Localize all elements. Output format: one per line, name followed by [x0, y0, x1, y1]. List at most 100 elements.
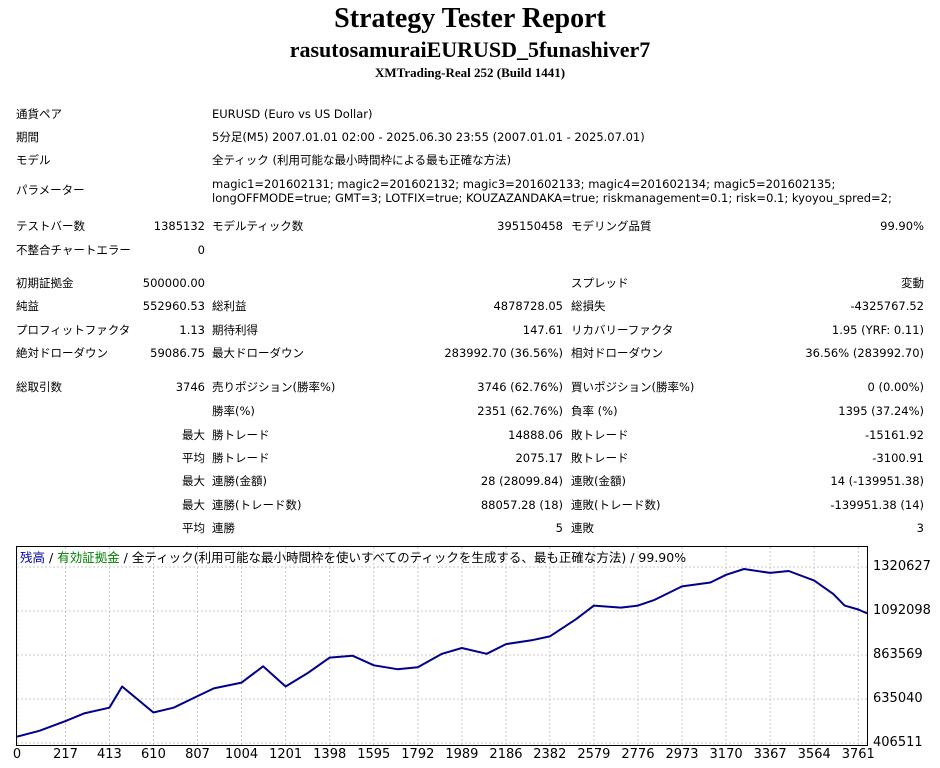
x-tick-label: 413 [96, 747, 122, 762]
cons-win-amt-value: 28 (28099.84) [480, 474, 563, 488]
total-trades-label: 総取引数 [16, 380, 62, 394]
ticks-value: 395150458 [497, 219, 563, 233]
long-value: 0 (0.00%) [867, 380, 924, 394]
bars-value: 1385132 [153, 219, 205, 233]
abs-dd-label: 絶対ドローダウン [16, 346, 108, 360]
avg-win-value: 2075.17 [515, 451, 563, 465]
pf-label: プロフィットファクタ [16, 323, 131, 337]
x-tick-label: 3367 [753, 747, 787, 762]
info-value-period: 5分足(M5) 2007.01.01 02:00 - 2025.06.30 23… [212, 130, 645, 144]
ea-name: rasutosamuraiEURUSD_5funashiver7 [289, 37, 651, 62]
recovery-value: 1.95 (YRF: 0.11) [831, 323, 924, 337]
net-label: 純益 [16, 299, 39, 313]
balance-line [16, 568, 868, 738]
y-tick-label: 635040 [873, 691, 923, 706]
net-value: 552960.53 [142, 299, 205, 313]
x-tick-label: 3761 [841, 747, 875, 762]
expected-label: 期待利得 [212, 323, 258, 337]
pf-value: 1.13 [179, 323, 205, 337]
x-tick-label: 610 [141, 747, 166, 762]
info-value-model: 全ティック (利用可能な最小時間枠による最も正確な方法) [212, 153, 512, 167]
cons-loss-cnt-label: 連敗(トレード数) [571, 498, 661, 512]
max-prefix-3: 最大 [182, 498, 205, 512]
avg-loss-value: -3100.91 [872, 451, 924, 465]
x-tick-label: 2579 [577, 747, 611, 762]
x-tick-label: 0 [12, 747, 22, 762]
x-tick-label: 1792 [401, 747, 435, 762]
max-win-value: 14888.06 [508, 428, 563, 442]
cons-loss-cnt-value: -139951.38 (14) [830, 498, 924, 512]
long-label: 買いポジション(勝率%) [571, 380, 695, 394]
max-loss-value: -15161.92 [864, 428, 924, 442]
legend-balance: 残高 [20, 550, 46, 565]
balance-chart-svg [16, 547, 868, 745]
legend-sep-2: / [119, 550, 132, 565]
legend-sep-1: / [45, 550, 58, 565]
avg-prefix-2: 平均 [182, 521, 205, 535]
win-trade-label: 勝トレード [212, 428, 270, 442]
x-tick-label: 1201 [269, 747, 303, 762]
gross-profit-value: 4878728.05 [493, 299, 563, 313]
x-tick-label: 1004 [225, 747, 259, 762]
x-tick-label: 1398 [313, 747, 347, 762]
info-value-symbol: EURUSD (Euro vs US Dollar) [212, 107, 373, 121]
deposit-value: 500000.00 [142, 276, 205, 290]
x-tick-label: 1595 [357, 747, 391, 762]
balance-chart [16, 546, 868, 746]
avg-win-trade-label: 勝トレード [212, 451, 270, 465]
spread-label: スプレッド [571, 276, 629, 290]
ticks-label: モデルティック数 [212, 219, 304, 233]
x-tick-label: 807 [185, 747, 210, 762]
avg-cons-loss-label: 連敗 [571, 521, 594, 535]
abs-dd-value: 59086.75 [150, 346, 205, 360]
y-tick-label: 863569 [873, 647, 923, 662]
info-value-parameters: magic1=201602131; magic2=201602132; magi… [212, 177, 892, 205]
rel-dd-label: 相対ドローダウン [571, 346, 663, 360]
x-tick-label: 217 [53, 747, 78, 762]
info-label-model: モデル [16, 153, 51, 167]
loss-trade-label: 敗トレード [571, 428, 629, 442]
gross-profit-label: 総利益 [212, 299, 247, 313]
rel-dd-value: 36.56% (283992.70) [805, 346, 924, 360]
chart-legend: 残高 / 有効証拠金 / 全ティック(利用可能な最小時間枠を使いすべてのティック… [20, 550, 686, 565]
legend-description: 全ティック(利用可能な最小時間枠を使いすべてのティックを生成する、最も正確な方法… [131, 550, 687, 565]
x-tick-label: 3564 [797, 747, 831, 762]
info-label-period: 期間 [16, 130, 39, 144]
lossrate-value: 1395 (37.24%) [838, 404, 924, 418]
winrate-value: 2351 (62.76%) [477, 404, 563, 418]
recovery-label: リカバリーファクタ [571, 323, 674, 337]
cons-win-cnt-value: 88057.28 (18) [480, 498, 563, 512]
quality-label: モデリング品質 [571, 219, 652, 233]
x-tick-label: 2382 [533, 747, 567, 762]
quality-value: 99.90% [880, 219, 924, 233]
y-tick-label: 406511 [873, 735, 923, 750]
avg-loss-trade-label: 敗トレード [571, 451, 629, 465]
deposit-label: 初期証拠金 [16, 276, 74, 290]
x-tick-label: 2973 [665, 747, 699, 762]
cons-loss-amt-label: 連敗(金額) [571, 474, 626, 488]
cons-win-cnt-label: 連勝(トレード数) [212, 498, 302, 512]
gross-loss-label: 総損失 [571, 299, 606, 313]
lossrate-label: 負率 (%) [571, 404, 618, 418]
legend-equity: 有効証拠金 [57, 550, 120, 565]
avg-prefix: 平均 [182, 451, 205, 465]
info-label-symbol: 通貨ペア [16, 107, 62, 121]
info-label-parameters: パラメーター [16, 183, 85, 197]
avg-cons-win-label: 連勝 [212, 521, 235, 535]
winrate-label: 勝率(%) [212, 404, 255, 418]
bars-label: テストバー数 [16, 219, 85, 233]
server-info: XMTrading-Real 252 (Build 1441) [374, 65, 566, 80]
gross-loss-value: -4325767.52 [850, 299, 924, 313]
cons-loss-amt-value: 14 (-139951.38) [830, 474, 924, 488]
max-dd-value: 283992.70 (36.56%) [444, 346, 563, 360]
max-dd-label: 最大ドローダウン [212, 346, 304, 360]
avg-cons-win-value: 5 [555, 521, 563, 535]
max-prefix-2: 最大 [182, 474, 205, 488]
cons-win-amt-label: 連勝(金額) [212, 474, 267, 488]
y-tick-label: 1092098 [873, 603, 931, 618]
y-tick-label: 1320627 [873, 559, 931, 574]
report-title: Strategy Tester Report [334, 3, 606, 34]
spread-value: 変動 [901, 276, 924, 290]
mismatch-label: 不整合チャートエラー [16, 243, 131, 257]
x-tick-label: 1989 [445, 747, 479, 762]
